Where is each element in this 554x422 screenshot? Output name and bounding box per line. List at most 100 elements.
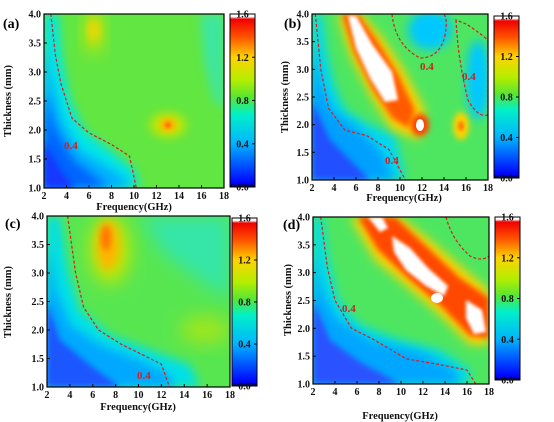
panel-label: (b) — [284, 17, 301, 32]
colorbar: 0.0 0.4 0.8 1.2 1.6 — [493, 12, 520, 185]
x-tick-label: 10 — [134, 390, 144, 401]
heatmap-field — [312, 14, 488, 180]
y-tick-label: 3.0 — [29, 68, 42, 79]
panel-label: (d) — [283, 218, 300, 233]
x-tick-label: 2 — [310, 183, 315, 194]
x-tick-label: 12 — [152, 191, 162, 202]
contour-label: 0.4 — [462, 71, 476, 83]
x-tick-label: 14 — [179, 390, 189, 401]
y-tick-label: 4.0 — [32, 212, 45, 223]
x-tick-label: 6 — [354, 183, 359, 194]
x-tick-label: 8 — [377, 387, 382, 398]
y-tick-label: 1.0 — [32, 383, 45, 394]
y-tick-label: 2.5 — [29, 97, 42, 108]
x-tick-label: 10 — [395, 183, 405, 194]
x-tick-label: 2 — [45, 390, 50, 401]
y-axis-label: Thickness (mm) — [3, 265, 14, 338]
colorbar-tick-label: 0.0 — [238, 382, 251, 393]
y-tick-label: 4.0 — [29, 10, 42, 21]
x-tick-label: 4 — [67, 390, 72, 401]
x-tick-label: 12 — [156, 390, 166, 401]
colorbar-tick-label: 1.6 — [236, 10, 249, 21]
y-tick-label: 1.5 — [298, 352, 311, 363]
colorbar-tick-label: 0.0 — [236, 183, 249, 194]
colorbar-tick-label: 1.6 — [238, 214, 251, 225]
colorbar-tick-label: 1.6 — [500, 12, 513, 23]
contour-line — [50, 14, 137, 188]
colorbar-tick-label: 0.0 — [501, 376, 514, 387]
y-tick-label: 4.0 — [297, 10, 310, 21]
y-axis-label: Thickness (mm) — [280, 60, 291, 133]
y-tick-label: 1.5 — [32, 354, 45, 365]
colorbar-tick-label: 0.8 — [500, 93, 513, 104]
colorbar: 0.0 0.4 0.8 1.2 1.6 — [229, 10, 256, 194]
y-tick-label: 2.0 — [29, 126, 42, 137]
y-tick-label: 3.0 — [297, 65, 310, 76]
y-tick-label: 1.0 — [298, 380, 311, 391]
y-tick-label: 1.0 — [297, 176, 310, 187]
colorbar-tick-label: 1.2 — [501, 253, 514, 264]
contour-loop — [455, 19, 488, 117]
colorbar: 0.0 0.4 0.8 1.2 1.6 — [231, 214, 258, 393]
x-tick-label: 18 — [225, 390, 235, 401]
x-tick-label: 16 — [197, 191, 207, 202]
x-tick-label: 12 — [417, 183, 427, 194]
y-tick-label: 2.5 — [298, 296, 311, 307]
y-tick-label: 1.5 — [29, 155, 42, 166]
contour-label: 0.4 — [342, 303, 356, 315]
x-axis-label: Frequency(GHz) — [362, 411, 438, 422]
colorbar-tick-label: 0.4 — [236, 139, 249, 150]
colorbar-tick-label: 0.4 — [238, 340, 251, 351]
contour-label: 0.4 — [385, 155, 399, 167]
x-tick-label: 16 — [462, 387, 472, 398]
contour-line — [314, 14, 407, 180]
panel-label: (a) — [3, 17, 20, 32]
y-axis-label: Thickness (mm) — [283, 263, 294, 336]
x-tick-label: 12 — [418, 387, 428, 398]
heatmap-panel-b: 2 4 6 8 10 12 14 16 18 1.0 1.5 2.0 2.5 3.0 3.5 4.0 Freq… — [280, 10, 520, 204]
x-tick-label: 14 — [439, 183, 449, 194]
heatmap-field — [44, 14, 224, 188]
x-tick-label: 18 — [483, 183, 493, 194]
colorbar-tick-label: 0.8 — [501, 294, 514, 305]
x-tick-label: 4 — [332, 183, 337, 194]
heatmap-panel-d: 2 4 6 8 10 12 14 16 18 1.0 1.5 2.0 2.5 3.0 3.5 4.0 Freq… — [283, 213, 521, 422]
x-tick-label: 6 — [355, 387, 360, 398]
colorbar-tick-label: 1.2 — [500, 52, 513, 63]
heatmap-field — [47, 216, 230, 387]
contour-label: 0.4 — [64, 140, 78, 152]
y-tick-label: 4.0 — [298, 213, 311, 224]
y-tick-label: 3.5 — [29, 39, 42, 50]
x-tick-label: 2 — [311, 387, 316, 398]
x-tick-label: 14 — [174, 191, 184, 202]
x-axis-label: Frequency(GHz) — [100, 402, 176, 413]
x-tick-label: 4 — [333, 387, 338, 398]
colorbar-tick-label: 1.6 — [501, 213, 514, 224]
colorbar-tick-label: 1.2 — [236, 53, 249, 64]
colorbar-tick-label: 0.0 — [500, 174, 513, 185]
x-tick-label: 2 — [42, 191, 47, 202]
contour-line — [320, 217, 477, 384]
colorbar-tick-label: 1.2 — [238, 256, 251, 267]
x-tick-label: 8 — [376, 183, 381, 194]
y-tick-label: 2.0 — [297, 120, 310, 131]
y-tick-label: 3.0 — [32, 269, 45, 280]
heatmap-panel-a: 2 4 6 8 10 12 14 16 18 1.0 1.5 2.0 2.5 3.0 3.5 4.0 Freq… — [3, 10, 256, 213]
contour-label: 0.4 — [420, 61, 434, 73]
y-tick-label: 2.0 — [298, 324, 311, 335]
heatmap-field — [313, 217, 489, 384]
x-tick-label: 16 — [461, 183, 471, 194]
colorbar-tick-label: 0.8 — [238, 298, 251, 309]
y-tick-label: 2.5 — [297, 93, 310, 104]
y-axis-label: Thickness (mm) — [3, 64, 14, 137]
y-tick-label: 3.5 — [297, 37, 310, 48]
contour-loop — [391, 14, 447, 59]
panel-label: (c) — [5, 217, 21, 232]
y-tick-label: 3.5 — [298, 240, 311, 251]
y-tick-label: 3.0 — [298, 268, 311, 279]
colorbar-tick-label: 0.8 — [236, 96, 249, 107]
contour-loop — [445, 217, 489, 260]
x-axis-label: Frequency(GHz) — [96, 202, 172, 213]
x-tick-label: 10 — [396, 387, 406, 398]
